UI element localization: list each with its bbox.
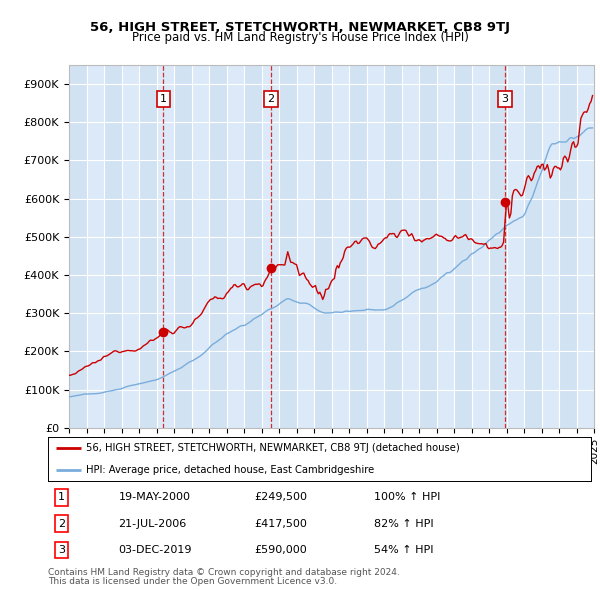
- Text: 1: 1: [58, 492, 65, 502]
- Text: 100% ↑ HPI: 100% ↑ HPI: [374, 492, 440, 502]
- Bar: [244, 65, 262, 428]
- Text: £590,000: £590,000: [254, 545, 307, 555]
- Bar: [69, 65, 86, 428]
- Text: £249,500: £249,500: [254, 492, 307, 502]
- Text: 3: 3: [58, 545, 65, 555]
- Text: £417,500: £417,500: [254, 519, 307, 529]
- Bar: [139, 65, 157, 428]
- Bar: [524, 65, 542, 428]
- Bar: [104, 65, 121, 428]
- Bar: [349, 65, 367, 428]
- Text: 19-MAY-2000: 19-MAY-2000: [119, 492, 191, 502]
- Text: 2: 2: [268, 94, 275, 104]
- Text: 03-DEC-2019: 03-DEC-2019: [119, 545, 192, 555]
- Bar: [384, 65, 401, 428]
- Text: Price paid vs. HM Land Registry's House Price Index (HPI): Price paid vs. HM Land Registry's House …: [131, 31, 469, 44]
- Bar: [489, 65, 506, 428]
- Text: Contains HM Land Registry data © Crown copyright and database right 2024.: Contains HM Land Registry data © Crown c…: [48, 568, 400, 576]
- Text: 1: 1: [160, 94, 167, 104]
- Bar: [279, 65, 296, 428]
- Text: HPI: Average price, detached house, East Cambridgeshire: HPI: Average price, detached house, East…: [86, 465, 374, 475]
- Text: 56, HIGH STREET, STETCHWORTH, NEWMARKET, CB8 9TJ: 56, HIGH STREET, STETCHWORTH, NEWMARKET,…: [90, 21, 510, 34]
- Text: 54% ↑ HPI: 54% ↑ HPI: [374, 545, 433, 555]
- Bar: [314, 65, 331, 428]
- Text: 3: 3: [502, 94, 509, 104]
- Text: 82% ↑ HPI: 82% ↑ HPI: [374, 519, 433, 529]
- Text: This data is licensed under the Open Government Licence v3.0.: This data is licensed under the Open Gov…: [48, 577, 337, 586]
- Text: 56, HIGH STREET, STETCHWORTH, NEWMARKET, CB8 9TJ (detached house): 56, HIGH STREET, STETCHWORTH, NEWMARKET,…: [86, 442, 460, 453]
- Bar: [454, 65, 472, 428]
- Bar: [209, 65, 227, 428]
- Bar: [174, 65, 191, 428]
- Text: 2: 2: [58, 519, 65, 529]
- Text: 21-JUL-2006: 21-JUL-2006: [119, 519, 187, 529]
- Bar: [419, 65, 437, 428]
- Bar: [559, 65, 577, 428]
